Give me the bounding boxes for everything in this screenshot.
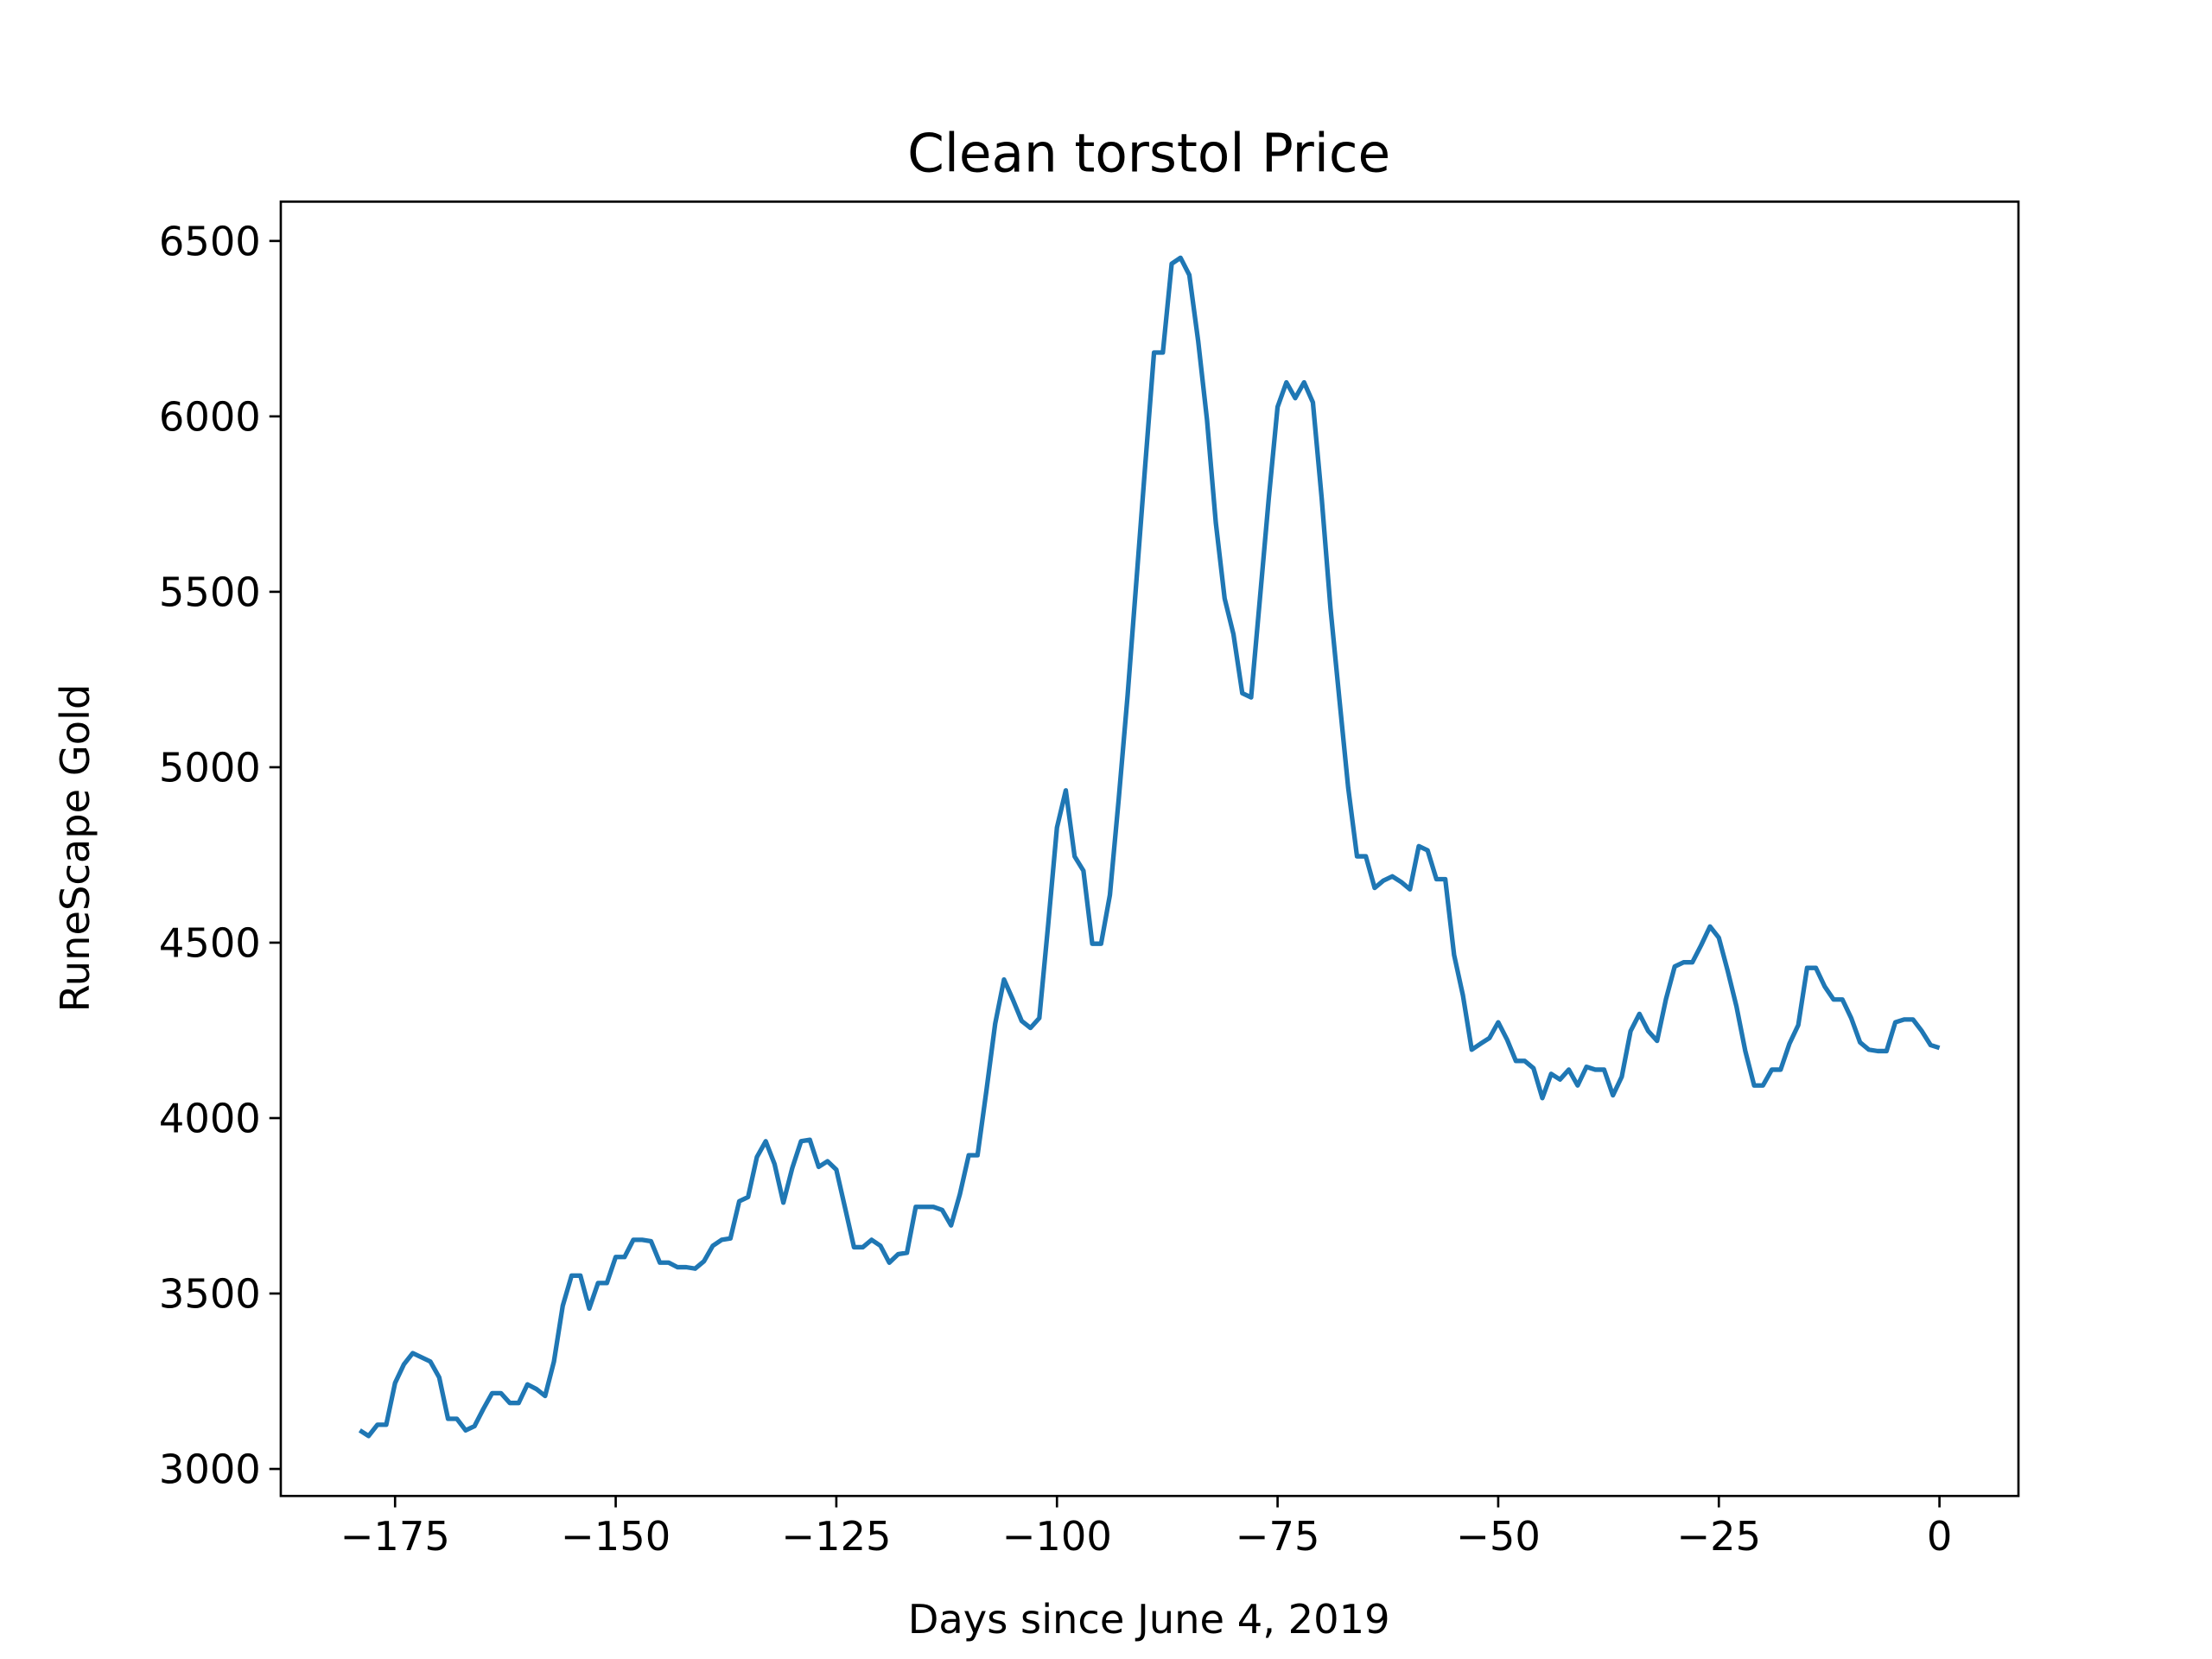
y-axis-label: RuneScape Gold [52,684,99,1013]
x-tick-label: −175 [340,1513,450,1560]
y-tick-label: 4500 [159,920,261,967]
y-tick-label: 4000 [159,1096,261,1142]
y-tick-label: 3000 [159,1446,261,1493]
x-tick-label: −75 [1236,1513,1320,1560]
x-tick-label: −25 [1676,1513,1761,1560]
y-tick-label: 5000 [159,744,261,791]
plot-frame [279,200,2020,1497]
y-tick-label: 6000 [159,393,261,440]
x-tick-label: −50 [1456,1513,1541,1560]
x-axis-label: Days since June 4, 2019 [908,1596,1390,1643]
y-tick-label: 3500 [159,1271,261,1318]
x-tick-label: 0 [1927,1513,1952,1560]
y-tick-label: 6500 [159,218,261,264]
x-tick-label: −100 [1002,1513,1112,1560]
x-tick-label: −150 [561,1513,671,1560]
chart-title: Clean torstol Price [907,124,1390,185]
price-line [358,255,1941,1439]
x-tick-label: −125 [781,1513,891,1560]
y-tick-label: 5500 [159,569,261,615]
